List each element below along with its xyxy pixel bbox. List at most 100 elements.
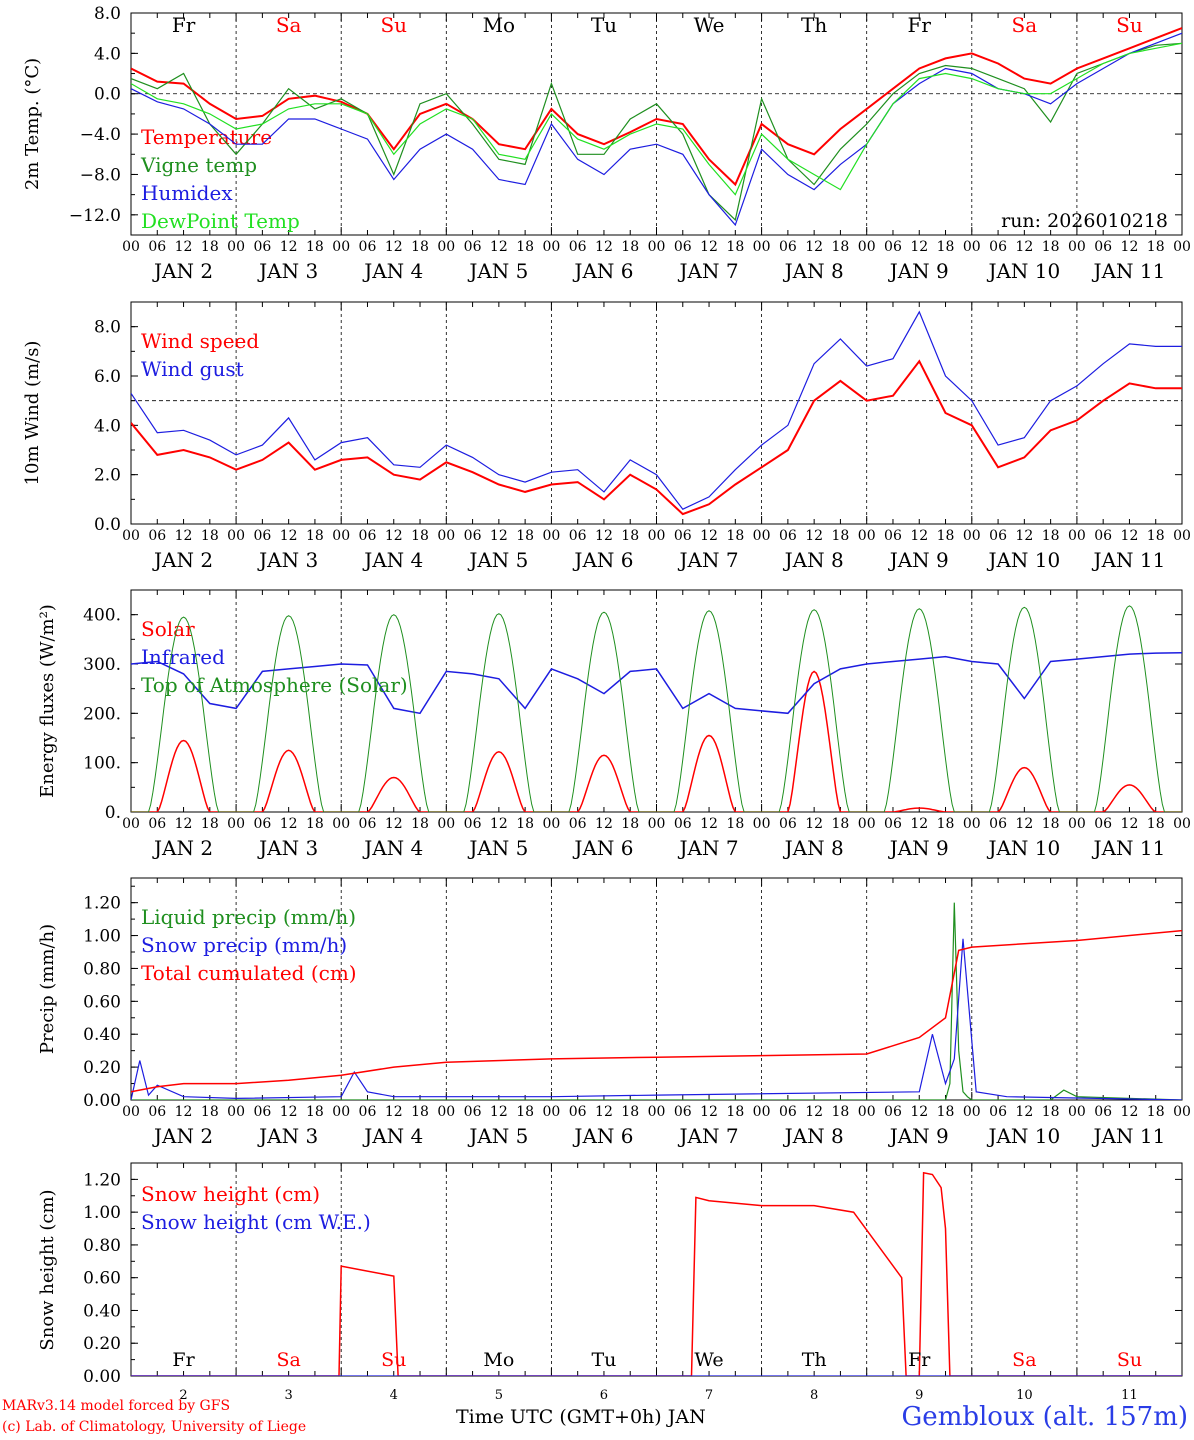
- x-hour-label: 06: [1094, 816, 1112, 832]
- x-hour-label: 18: [621, 816, 639, 832]
- day-number: 10: [1016, 1388, 1033, 1403]
- series-line-infrared: [131, 651, 1182, 715]
- x-date-label: JAN 3: [257, 259, 318, 283]
- y-tick-label: 400.: [83, 606, 121, 626]
- x-hour-label: 00: [858, 528, 876, 544]
- x-hour-label: 06: [674, 239, 692, 255]
- x-hour-label: 00: [227, 239, 245, 255]
- x-date-label: JAN 4: [362, 1124, 423, 1148]
- x-date-label: JAN 2: [152, 259, 213, 283]
- x-hour-label: 00: [963, 1104, 981, 1120]
- series-line-wind-speed: [131, 359, 1182, 516]
- legend-entry: Vigne temp: [140, 153, 257, 177]
- x-hour-label: 06: [148, 1104, 166, 1120]
- x-date-label: JAN 8: [783, 1124, 844, 1148]
- x-hour-label: 00: [648, 1104, 666, 1120]
- x-hour-label: 06: [464, 528, 482, 544]
- weekday-label-bottom: We: [694, 1349, 723, 1371]
- series-line-snow-precip-mm-h-: [131, 938, 1182, 1100]
- x-date-label: JAN 4: [362, 836, 423, 860]
- x-hour-label: 18: [516, 528, 534, 544]
- legend-entry: Solar: [141, 617, 195, 641]
- weekday-label-bottom: Mo: [483, 1349, 514, 1371]
- series-line-temperature: [131, 27, 1182, 187]
- y-tick-label: 0.0: [94, 515, 121, 535]
- x-hour-label: 12: [490, 528, 508, 544]
- x-hour-label: 06: [989, 816, 1007, 832]
- x-hour-label: 12: [1015, 816, 1033, 832]
- day-number: 11: [1121, 1388, 1138, 1403]
- x-hour-label: 12: [1121, 816, 1139, 832]
- y-axis-label: Snow height (cm): [37, 1189, 58, 1350]
- x-hour-label: 18: [306, 1104, 324, 1120]
- x-date-label: JAN 7: [678, 836, 739, 860]
- x-hour-label: 06: [884, 239, 902, 255]
- x-hour-label: 12: [490, 239, 508, 255]
- legend-entry: Total cumulated (cm): [141, 961, 357, 985]
- y-tick-label: 6.0: [94, 367, 121, 387]
- x-hour-label: 00: [542, 816, 560, 832]
- x-hour-label: 18: [201, 1104, 219, 1120]
- x-hour-label: 18: [832, 239, 850, 255]
- x-hour-label: 00: [753, 239, 771, 255]
- x-hour-label: 00: [122, 528, 140, 544]
- x-hour-label: 06: [1094, 528, 1112, 544]
- x-date-label: JAN 9: [888, 259, 949, 283]
- x-hour-label: 12: [910, 1104, 928, 1120]
- x-hour-label: 06: [464, 816, 482, 832]
- weekday-label-top: Fr: [172, 13, 196, 37]
- x-hour-label: 06: [884, 1104, 902, 1120]
- weekday-label-bottom: Su: [381, 1349, 406, 1371]
- y-tick-label: 1.20: [83, 894, 121, 914]
- x-hour-label: 12: [1015, 528, 1033, 544]
- x-hour-label: 06: [674, 816, 692, 832]
- y-tick-label: 100.: [83, 754, 121, 774]
- x-date-label: JAN 3: [257, 836, 318, 860]
- y-tick-label: 1.00: [83, 1203, 121, 1223]
- y-axis-label: 2m Temp. (°C): [22, 58, 43, 190]
- y-tick-label: 0.40: [83, 1025, 121, 1045]
- y-tick-label: 1.20: [83, 1170, 121, 1190]
- x-hour-label: 12: [1015, 239, 1033, 255]
- run-label: run: 2026010218: [1001, 210, 1168, 232]
- x-hour-label: 00: [437, 528, 455, 544]
- x-hour-label: 06: [569, 239, 587, 255]
- weekday-label-top: Th: [801, 13, 827, 37]
- y-tick-label: −4.0: [80, 125, 121, 145]
- x-hour-label: 00: [1173, 528, 1191, 544]
- x-hour-label: 06: [989, 239, 1007, 255]
- y-tick-label: 0.80: [83, 959, 121, 979]
- legend-entry: Liquid precip (mm/h): [141, 905, 356, 929]
- weekday-label-top: Mo: [483, 13, 516, 37]
- x-date-label: JAN 7: [678, 259, 739, 283]
- x-hour-label: 12: [1121, 1104, 1139, 1120]
- x-hour-label: 00: [648, 528, 666, 544]
- x-hour-label: 06: [779, 528, 797, 544]
- x-date-label: JAN 2: [152, 836, 213, 860]
- x-hour-label: 00: [858, 239, 876, 255]
- x-hour-label: 06: [989, 528, 1007, 544]
- x-date-label: JAN 9: [888, 1124, 949, 1148]
- weekday-label-bottom: Su: [1117, 1349, 1142, 1371]
- series-line-snow-height-cm-: [131, 1171, 1182, 1376]
- x-hour-label: 12: [595, 239, 613, 255]
- model-credit: MARv3.14 model forced by GFS: [2, 1398, 231, 1414]
- x-hour-label: 00: [858, 1104, 876, 1120]
- x-hour-label: 00: [542, 1104, 560, 1120]
- x-hour-label: 12: [1015, 1104, 1033, 1120]
- x-hour-label: 06: [253, 1104, 271, 1120]
- legend-entry: Humidex: [141, 181, 233, 205]
- x-date-label: JAN 5: [467, 548, 528, 572]
- x-hour-label: 00: [1068, 816, 1086, 832]
- x-hour-label: 18: [411, 1104, 429, 1120]
- legend-entry: Snow precip (mm/h): [141, 933, 347, 957]
- x-date-label: JAN 6: [572, 836, 633, 860]
- x-hour-label: 18: [306, 239, 324, 255]
- x-date-label: JAN 6: [572, 259, 633, 283]
- x-hour-label: 06: [569, 816, 587, 832]
- x-hour-label: 06: [359, 239, 377, 255]
- legend-entry: Temperature: [141, 125, 272, 149]
- x-hour-label: 12: [805, 528, 823, 544]
- x-date-label: JAN 11: [1092, 548, 1166, 572]
- x-hour-label: 12: [700, 1104, 718, 1120]
